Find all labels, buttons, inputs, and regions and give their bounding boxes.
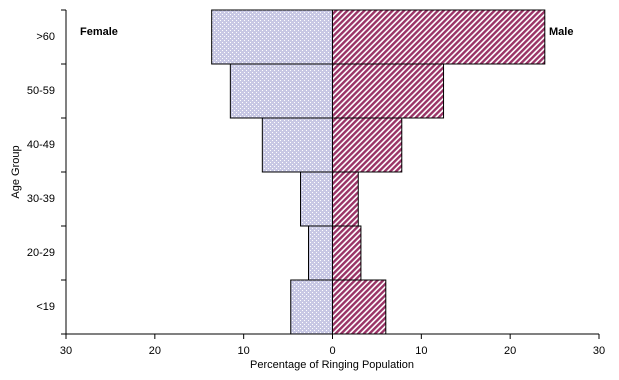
x-tick-label: 20 <box>504 345 516 357</box>
y-tick-label: 30-39 <box>27 193 55 205</box>
bar <box>332 171 359 227</box>
x-axis-title: Percentage of Ringing Population <box>250 359 414 371</box>
bar <box>332 9 546 65</box>
y-axis-title: Age Group <box>10 145 22 198</box>
series-label: Female <box>80 26 118 38</box>
bar <box>332 279 387 335</box>
x-tick-label: 10 <box>238 345 250 357</box>
series-label: Male <box>549 26 573 38</box>
bar <box>308 225 334 281</box>
bar <box>332 63 445 119</box>
bar <box>290 279 333 335</box>
y-tick-label: 40-49 <box>27 139 55 151</box>
x-tick-label: 30 <box>60 345 72 357</box>
x-tick-label: 10 <box>415 345 427 357</box>
y-tick-label: 20-29 <box>27 247 55 259</box>
bar <box>332 225 362 281</box>
x-tick-label: 0 <box>329 345 335 357</box>
x-tick-label: 20 <box>149 345 161 357</box>
bar <box>229 63 333 119</box>
x-tick-label: 30 <box>593 345 605 357</box>
y-tick-label: >60 <box>36 31 55 43</box>
bar <box>332 117 403 173</box>
bar <box>261 117 333 173</box>
y-tick-label: <19 <box>36 301 55 313</box>
bar <box>300 171 333 227</box>
bar <box>211 9 333 65</box>
y-tick-label: 50-59 <box>27 85 55 97</box>
